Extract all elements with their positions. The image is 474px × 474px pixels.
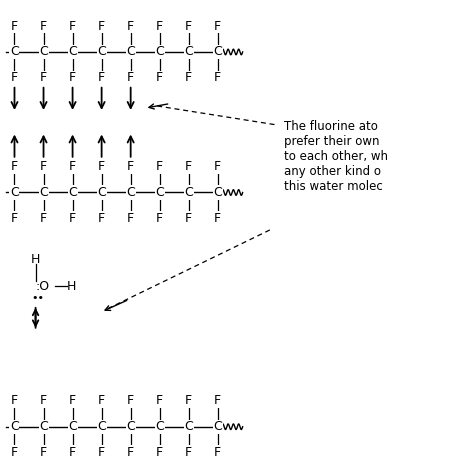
Text: :O: :O <box>36 280 50 292</box>
Text: F: F <box>127 212 134 225</box>
Text: F: F <box>185 20 192 33</box>
Text: C: C <box>68 186 77 199</box>
Text: C: C <box>184 186 193 199</box>
Text: C: C <box>10 420 19 433</box>
Text: C: C <box>126 420 135 433</box>
Text: C: C <box>39 46 48 58</box>
Text: C: C <box>39 420 48 433</box>
Text: F: F <box>98 160 105 173</box>
Text: C: C <box>184 46 193 58</box>
Text: C: C <box>68 46 77 58</box>
Text: F: F <box>214 212 221 225</box>
Text: F: F <box>98 212 105 225</box>
Text: C: C <box>97 186 106 199</box>
Text: F: F <box>98 394 105 408</box>
Text: H: H <box>31 253 40 265</box>
Text: F: F <box>156 394 163 408</box>
Text: F: F <box>98 71 105 84</box>
Text: F: F <box>127 20 134 33</box>
Text: C: C <box>213 46 222 58</box>
Text: F: F <box>11 446 18 459</box>
Text: F: F <box>11 394 18 408</box>
Text: F: F <box>11 160 18 173</box>
Text: H: H <box>66 280 76 292</box>
Text: F: F <box>214 20 221 33</box>
Text: F: F <box>11 20 18 33</box>
Text: F: F <box>40 212 47 225</box>
Text: F: F <box>98 20 105 33</box>
Text: F: F <box>127 71 134 84</box>
Text: F: F <box>185 212 192 225</box>
Text: F: F <box>214 160 221 173</box>
Text: C: C <box>155 46 164 58</box>
Text: C: C <box>155 186 164 199</box>
Text: F: F <box>11 212 18 225</box>
Text: C: C <box>10 186 19 199</box>
Text: F: F <box>69 160 76 173</box>
Text: F: F <box>185 71 192 84</box>
Text: F: F <box>156 160 163 173</box>
Text: C: C <box>213 186 222 199</box>
Text: F: F <box>156 20 163 33</box>
Text: F: F <box>127 160 134 173</box>
Text: F: F <box>185 446 192 459</box>
Text: C: C <box>184 420 193 433</box>
Text: F: F <box>98 446 105 459</box>
Text: F: F <box>185 394 192 408</box>
Text: C: C <box>213 420 222 433</box>
Text: C: C <box>97 420 106 433</box>
Text: F: F <box>11 71 18 84</box>
Text: F: F <box>40 20 47 33</box>
Text: F: F <box>40 71 47 84</box>
Text: F: F <box>69 71 76 84</box>
Text: F: F <box>156 446 163 459</box>
Text: F: F <box>214 394 221 408</box>
Text: C: C <box>39 186 48 199</box>
Text: ••: •• <box>31 293 45 303</box>
Text: F: F <box>185 160 192 173</box>
Text: F: F <box>40 394 47 408</box>
Text: F: F <box>69 212 76 225</box>
Text: C: C <box>97 46 106 58</box>
Text: F: F <box>214 446 221 459</box>
Text: F: F <box>214 71 221 84</box>
Text: F: F <box>69 394 76 408</box>
Text: C: C <box>126 186 135 199</box>
Text: F: F <box>156 212 163 225</box>
Text: F: F <box>40 446 47 459</box>
Text: The fluorine ato
prefer their own
to each other, wh
any other kind o
this water : The fluorine ato prefer their own to eac… <box>284 120 388 193</box>
Text: C: C <box>126 46 135 58</box>
Text: F: F <box>127 394 134 408</box>
Text: F: F <box>69 446 76 459</box>
Text: C: C <box>10 46 19 58</box>
Text: F: F <box>40 160 47 173</box>
Text: F: F <box>127 446 134 459</box>
Text: F: F <box>69 20 76 33</box>
Text: C: C <box>155 420 164 433</box>
Text: C: C <box>68 420 77 433</box>
Text: F: F <box>156 71 163 84</box>
